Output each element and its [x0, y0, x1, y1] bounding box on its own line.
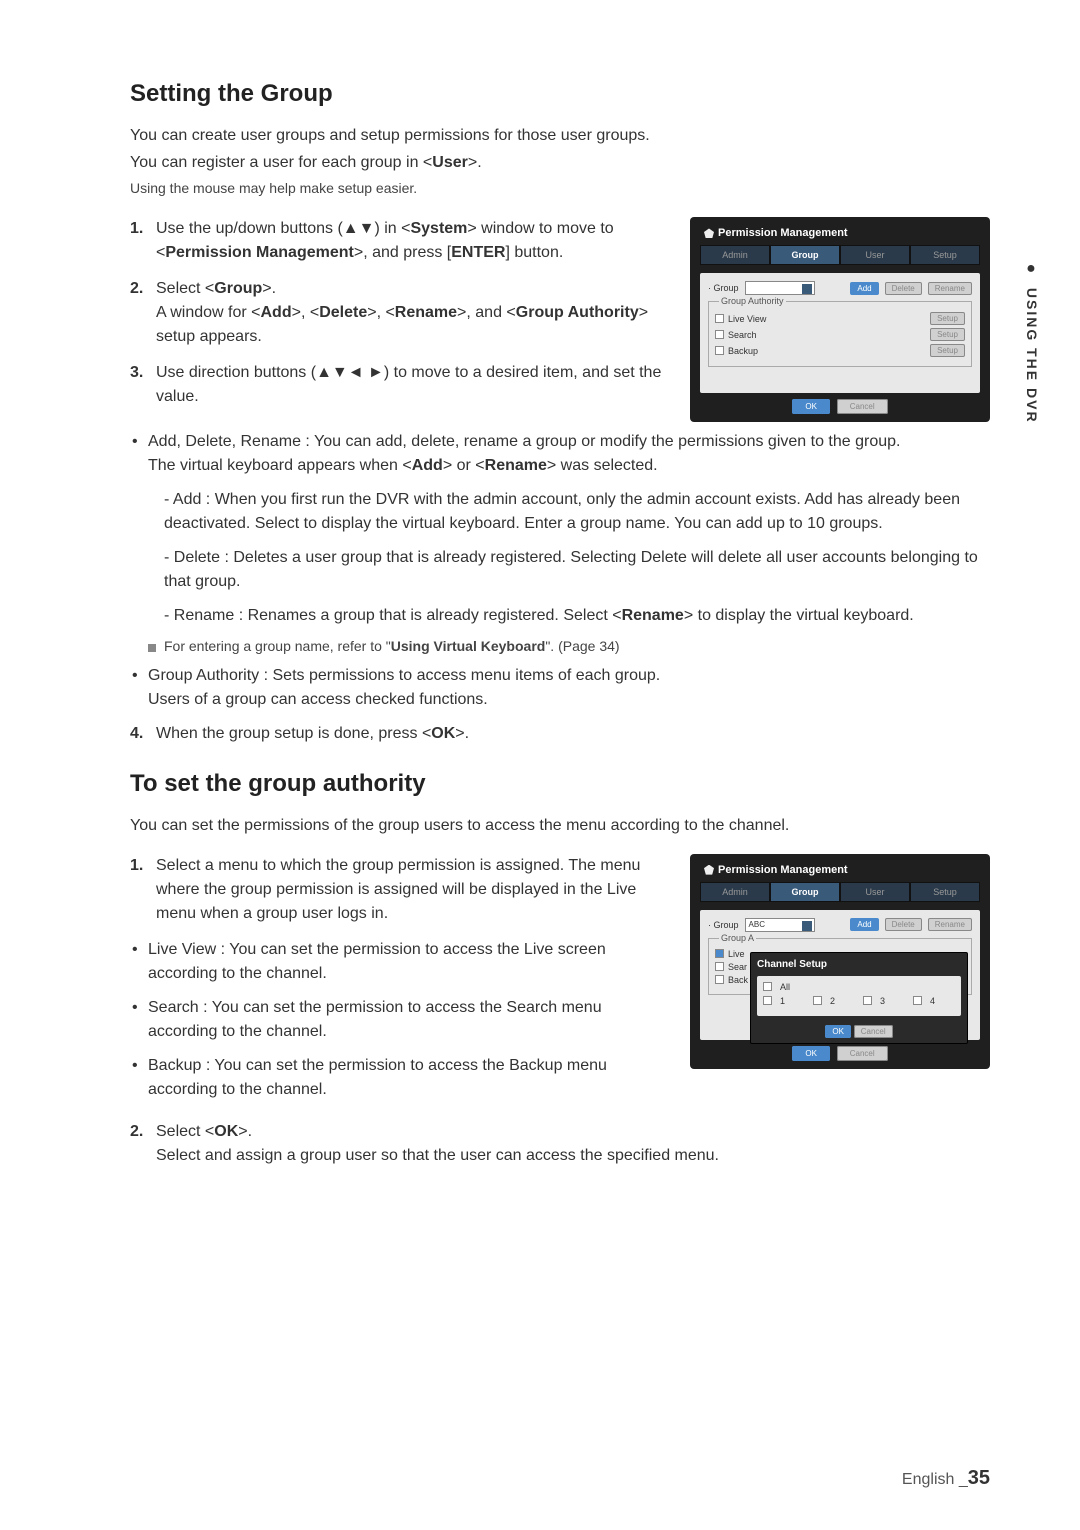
d2-back-label: Back — [728, 975, 748, 985]
side-tab: ● USING THE DVR — [1024, 260, 1040, 424]
d2-rename-button[interactable]: Rename — [928, 918, 972, 931]
tab-group[interactable]: Group — [770, 245, 840, 265]
dialog-permission-1: Permission Management Admin Group User S… — [690, 217, 990, 422]
ch1-label: 1 — [780, 996, 785, 1006]
bullet-search: Search : You can set the permission to a… — [130, 996, 670, 1044]
ch-all-checkbox[interactable] — [763, 982, 772, 991]
dialog1-body: · Group Add Delete Rename Group Authorit… — [700, 273, 980, 393]
group-authority-fieldset: Group Authority Live ViewSetup SearchSet… — [708, 301, 972, 367]
dialog2-body: · Group ABC Add Delete Rename Group A Li… — [700, 910, 980, 1040]
s2-step-1: 1.Select a menu to which the group permi… — [130, 854, 670, 926]
d2-tab-setup[interactable]: Setup — [910, 882, 980, 902]
liveview-checkbox[interactable] — [715, 314, 724, 323]
channel-setup-overlay: Channel Setup All 1 2 3 4 — [750, 952, 968, 1044]
note-virtual-keyboard: For entering a group name, refer to "Usi… — [130, 638, 990, 654]
bullet-add-delete-rename: Add, Delete, Rename : You can add, delet… — [130, 430, 990, 478]
d2-live-label: Live — [728, 949, 745, 959]
sub-add: - Add : When you first run the DVR with … — [130, 488, 990, 536]
section1-title: Setting the Group — [130, 80, 990, 108]
side-tab-text: USING THE DVR — [1024, 288, 1040, 424]
dialog2-tabs: Admin Group User Setup — [700, 882, 980, 902]
liveview-label: Live View — [728, 314, 766, 324]
footer-page: 35 — [968, 1467, 990, 1489]
step-1: 1.Use the up/down buttons (▲▼) in <Syste… — [130, 217, 670, 265]
group-label: · Group — [708, 283, 739, 293]
bullet-backup: Backup : You can set the permission to a… — [130, 1054, 670, 1102]
rename-button[interactable]: Rename — [928, 282, 972, 295]
page-footer: English _35 — [902, 1467, 990, 1490]
bullet-liveview: Live View : You can set the permission t… — [130, 938, 670, 986]
d2-group-label: · Group — [708, 920, 739, 930]
ch3-label: 3 — [880, 996, 885, 1006]
dialog2-ok-button[interactable]: OK — [792, 1046, 830, 1061]
step-4: 4.When the group setup is done, press <O… — [130, 722, 990, 746]
section1-intro3: Using the mouse may help make setup easi… — [130, 178, 990, 199]
tab-setup[interactable]: Setup — [910, 245, 980, 265]
d2-tab-admin[interactable]: Admin — [700, 882, 770, 902]
d2-tab-group[interactable]: Group — [770, 882, 840, 902]
authority-legend: Group Authority — [719, 296, 786, 306]
dialog2-cancel-button[interactable]: Cancel — [837, 1046, 888, 1061]
backup-checkbox[interactable] — [715, 346, 724, 355]
d2-delete-button[interactable]: Delete — [885, 918, 922, 931]
dialog1-cancel-button[interactable]: Cancel — [837, 399, 888, 414]
dialog1-footer: OK Cancel — [700, 393, 980, 412]
dialog2-title: Permission Management — [700, 864, 980, 876]
liveview-setup-button[interactable]: Setup — [930, 312, 965, 325]
search-checkbox[interactable] — [715, 330, 724, 339]
s2-step-2: 2.Select <OK>.Select and assign a group … — [130, 1120, 990, 1168]
d2-live-checkbox[interactable] — [715, 949, 724, 958]
tab-admin[interactable]: Admin — [700, 245, 770, 265]
backup-label: Backup — [728, 346, 758, 356]
step-2: 2.Select <Group>.A window for <Add>, <De… — [130, 277, 670, 349]
add-button[interactable]: Add — [850, 282, 878, 295]
search-setup-button[interactable]: Setup — [930, 328, 965, 341]
dialog1-title: Permission Management — [700, 227, 980, 239]
ch4-checkbox[interactable] — [913, 996, 922, 1005]
backup-setup-button[interactable]: Setup — [930, 344, 965, 357]
ch2-checkbox[interactable] — [813, 996, 822, 1005]
ch4-label: 4 — [930, 996, 935, 1006]
ch3-checkbox[interactable] — [863, 996, 872, 1005]
d2-group-dropdown[interactable]: ABC — [745, 918, 815, 932]
ch2-label: 2 — [830, 996, 835, 1006]
dialog1-ok-button[interactable]: OK — [792, 399, 830, 414]
channel-setup-title: Channel Setup — [757, 959, 961, 970]
delete-button[interactable]: Delete — [885, 282, 922, 295]
sub-rename: - Rename : Renames a group that is alrea… — [130, 604, 990, 628]
overlay-ok-button[interactable]: OK — [825, 1025, 851, 1038]
step-3: 3.Use direction buttons (▲▼◄ ►) to move … — [130, 361, 670, 409]
bullet-group-authority: Group Authority : Sets permissions to ac… — [130, 664, 990, 712]
search-label: Search — [728, 330, 757, 340]
section2-title: To set the group authority — [130, 770, 990, 798]
footer-lang: English _ — [902, 1471, 968, 1488]
group-dropdown[interactable] — [745, 281, 815, 295]
sub-delete: - Delete : Deletes a user group that is … — [130, 546, 990, 594]
dialog-permission-2: Permission Management Admin Group User S… — [690, 854, 990, 1069]
d2-authority-legend: Group A — [719, 933, 756, 943]
d2-tab-user[interactable]: User — [840, 882, 910, 902]
section2-intro: You can set the permissions of the group… — [130, 814, 990, 837]
overlay-cancel-button[interactable]: Cancel — [854, 1025, 893, 1038]
ch1-checkbox[interactable] — [763, 996, 772, 1005]
side-tab-dot: ● — [1026, 260, 1038, 278]
ch-all-label: All — [780, 982, 790, 992]
section1-intro1: You can create user groups and setup per… — [130, 124, 990, 147]
section1-intro2: You can register a user for each group i… — [130, 151, 990, 174]
d2-back-checkbox[interactable] — [715, 975, 724, 984]
tab-user[interactable]: User — [840, 245, 910, 265]
d2-sear-checkbox[interactable] — [715, 962, 724, 971]
d2-add-button[interactable]: Add — [850, 918, 878, 931]
d2-sear-label: Sear — [728, 962, 747, 972]
dialog1-tabs: Admin Group User Setup — [700, 245, 980, 265]
